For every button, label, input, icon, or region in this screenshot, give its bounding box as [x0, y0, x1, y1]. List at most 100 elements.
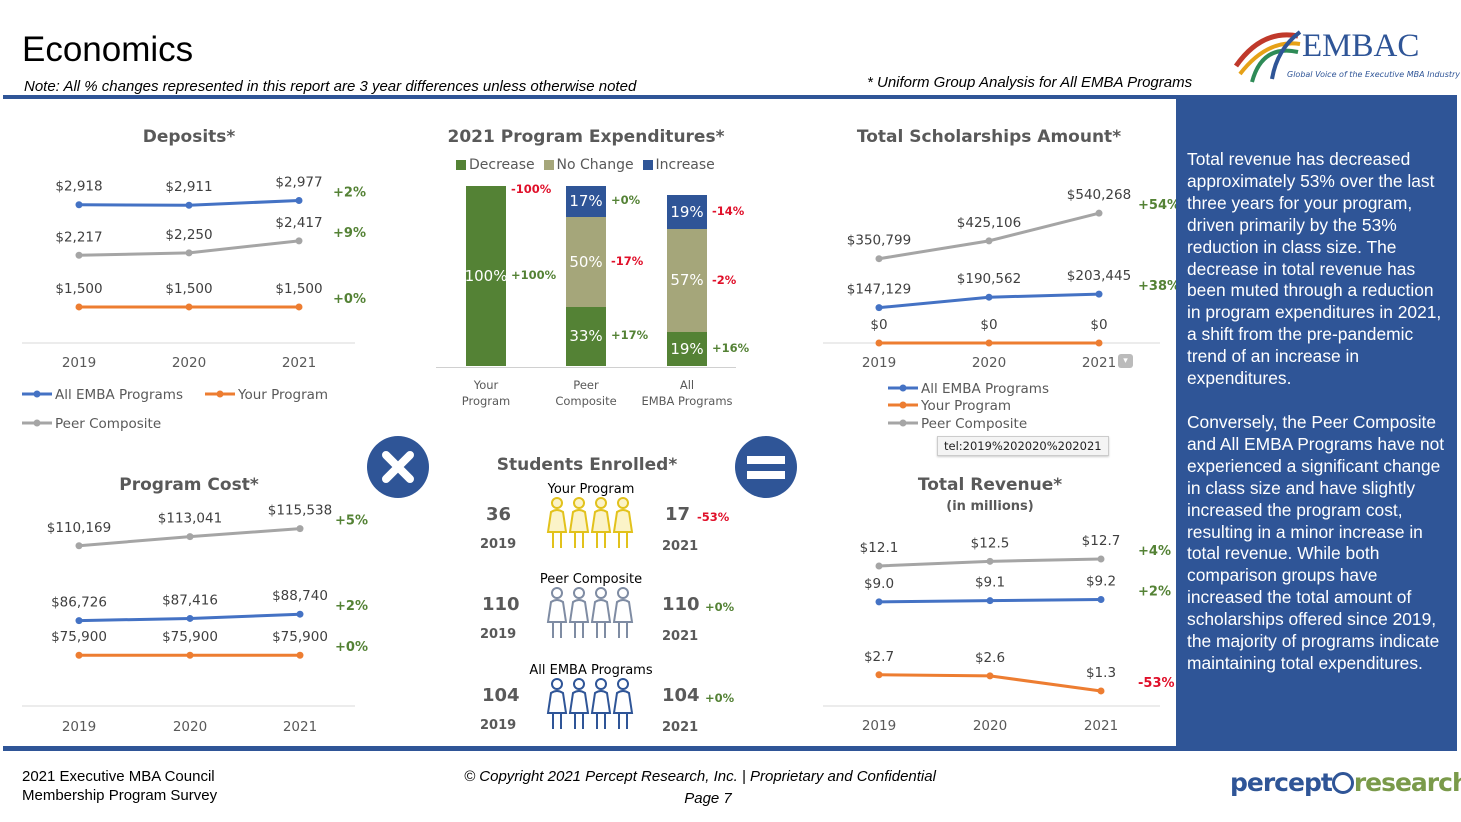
people-icon: [546, 587, 634, 638]
bar-change-label: -100%: [511, 182, 552, 196]
x-tick-label: 2021: [283, 719, 317, 735]
data-point: [295, 196, 303, 204]
svg-text:Peer Composite: Peer Composite: [921, 416, 1027, 432]
legend-item: All EMBA Programs: [888, 381, 1049, 397]
embac-tagline: Global Voice of the Executive MBA Indust…: [1287, 70, 1461, 79]
data-point: [1097, 596, 1105, 604]
bar-change-label: +17%: [611, 328, 649, 343]
x-tick-label: 2019: [862, 355, 896, 371]
data-label: $0: [870, 317, 887, 333]
data-label: $115,538: [268, 503, 332, 519]
data-label: $0: [980, 317, 997, 333]
x-tick-label: 2019: [862, 718, 896, 734]
bar-change-label: +16%: [712, 340, 750, 355]
bar-axis: [436, 367, 736, 368]
svg-text:Your Program: Your Program: [237, 387, 328, 403]
header-note: Note: All % changes represented in this …: [24, 78, 637, 95]
data-point: [986, 597, 994, 605]
data-label: $9.1: [975, 575, 1005, 591]
uniform-note: * Uniform Group Analysis for All EMBA Pr…: [867, 74, 1193, 91]
data-label: $147,129: [847, 282, 911, 298]
change-label: +5%: [335, 514, 368, 529]
x-tick-label: 2021: [1084, 718, 1118, 734]
data-point: [875, 304, 883, 312]
data-point: [1095, 209, 1103, 217]
data-point: [185, 249, 193, 257]
data-point: [875, 339, 883, 347]
data-point: [75, 651, 83, 659]
data-label: $86,726: [51, 595, 107, 611]
bar-value-label: 100%: [466, 267, 506, 285]
year-2019-label: 2019: [480, 718, 517, 733]
x-tick-label: 2020: [172, 355, 206, 371]
bar-segment-no-change: 50%: [566, 216, 606, 307]
data-point: [1097, 687, 1105, 695]
enrollment-change: +0%: [705, 600, 735, 614]
chart-filter-dropdown[interactable]: ▾: [1118, 354, 1133, 368]
students-title: Students Enrolled*: [496, 455, 678, 475]
data-label: $190,562: [957, 271, 1021, 287]
data-label: $203,445: [1067, 268, 1131, 284]
bar-category-label: Peer Composite: [555, 378, 617, 408]
bar-segment-no-change: 57%: [667, 229, 707, 332]
enrolled-2019-value: 36: [486, 504, 512, 525]
summary-paragraph: Total revenue has decreased approximatel…: [1187, 149, 1442, 389]
bar-value-label: 17%: [569, 192, 603, 211]
data-point: [75, 251, 83, 259]
data-label: $75,900: [51, 629, 107, 645]
bar-segment-increase: 19%: [667, 195, 707, 230]
bar-value-label: 50%: [569, 252, 603, 271]
data-point: [75, 303, 83, 311]
student-group-label: Your Program: [547, 482, 635, 497]
data-point: [985, 293, 993, 301]
header-rule: [3, 95, 1457, 99]
percept-logo: percept research: [1230, 768, 1461, 797]
bar-value-label: 19%: [670, 203, 704, 222]
legend-item: Peer Composite: [888, 416, 1027, 432]
svg-text:Peer Composite: Peer Composite: [55, 416, 161, 432]
x-tick-label: 2019: [62, 719, 96, 735]
data-point: [875, 598, 883, 606]
data-label: $12.7: [1082, 533, 1121, 549]
bar-value-label: 33%: [569, 327, 603, 346]
bar-category-label: All EMBA Programs: [641, 378, 733, 408]
change-label: +54%: [1138, 198, 1180, 213]
data-point: [985, 237, 993, 245]
year-2021-label: 2021: [662, 629, 699, 644]
summary-paragraph: Conversely, the Peer Composite and All E…: [1187, 411, 1445, 673]
data-label: $2,417: [275, 215, 322, 231]
data-point: [875, 671, 883, 679]
change-label: +2%: [1138, 585, 1171, 600]
data-label: $1.3: [1086, 665, 1116, 681]
enrolled-2021-value: 110: [662, 594, 700, 615]
data-label: $75,900: [162, 629, 218, 645]
legend-item: Your Program: [888, 398, 1011, 414]
change-label: -53%: [1138, 676, 1175, 691]
percept-logo-icon: [1331, 772, 1354, 794]
change-label: +4%: [1138, 544, 1171, 559]
data-point: [296, 610, 304, 618]
year-2021-label: 2021: [662, 539, 699, 554]
bar-clipped-label: 0%: [472, 178, 495, 186]
people-icon-group: [545, 677, 637, 737]
data-point: [75, 617, 83, 625]
people-icon-group: [545, 496, 637, 556]
svg-text:All EMBA Programs: All EMBA Programs: [55, 387, 183, 403]
data-label: $2,977: [275, 174, 322, 190]
expenditures-legend: Decrease No Change Increase: [456, 157, 715, 173]
legend-increase: Increase: [642, 157, 715, 173]
enrolled-2019-value: 104: [482, 685, 520, 706]
people-icon: [546, 678, 634, 729]
program-cost-title: Program Cost*: [119, 475, 259, 495]
year-2021-label: 2021: [662, 720, 699, 735]
chart-tooltip: tel:2019%202020%202021: [937, 436, 1109, 456]
data-label: $12.1: [860, 540, 899, 556]
page-number: Page 7: [684, 790, 732, 807]
data-label: $110,169: [47, 520, 111, 536]
data-label: $540,268: [1067, 187, 1131, 203]
x-tick-label: 2021: [282, 355, 316, 371]
legend-item: Your Program: [205, 387, 328, 403]
people-icon-group: [545, 586, 637, 646]
x-tick-label: 2019: [62, 355, 96, 371]
